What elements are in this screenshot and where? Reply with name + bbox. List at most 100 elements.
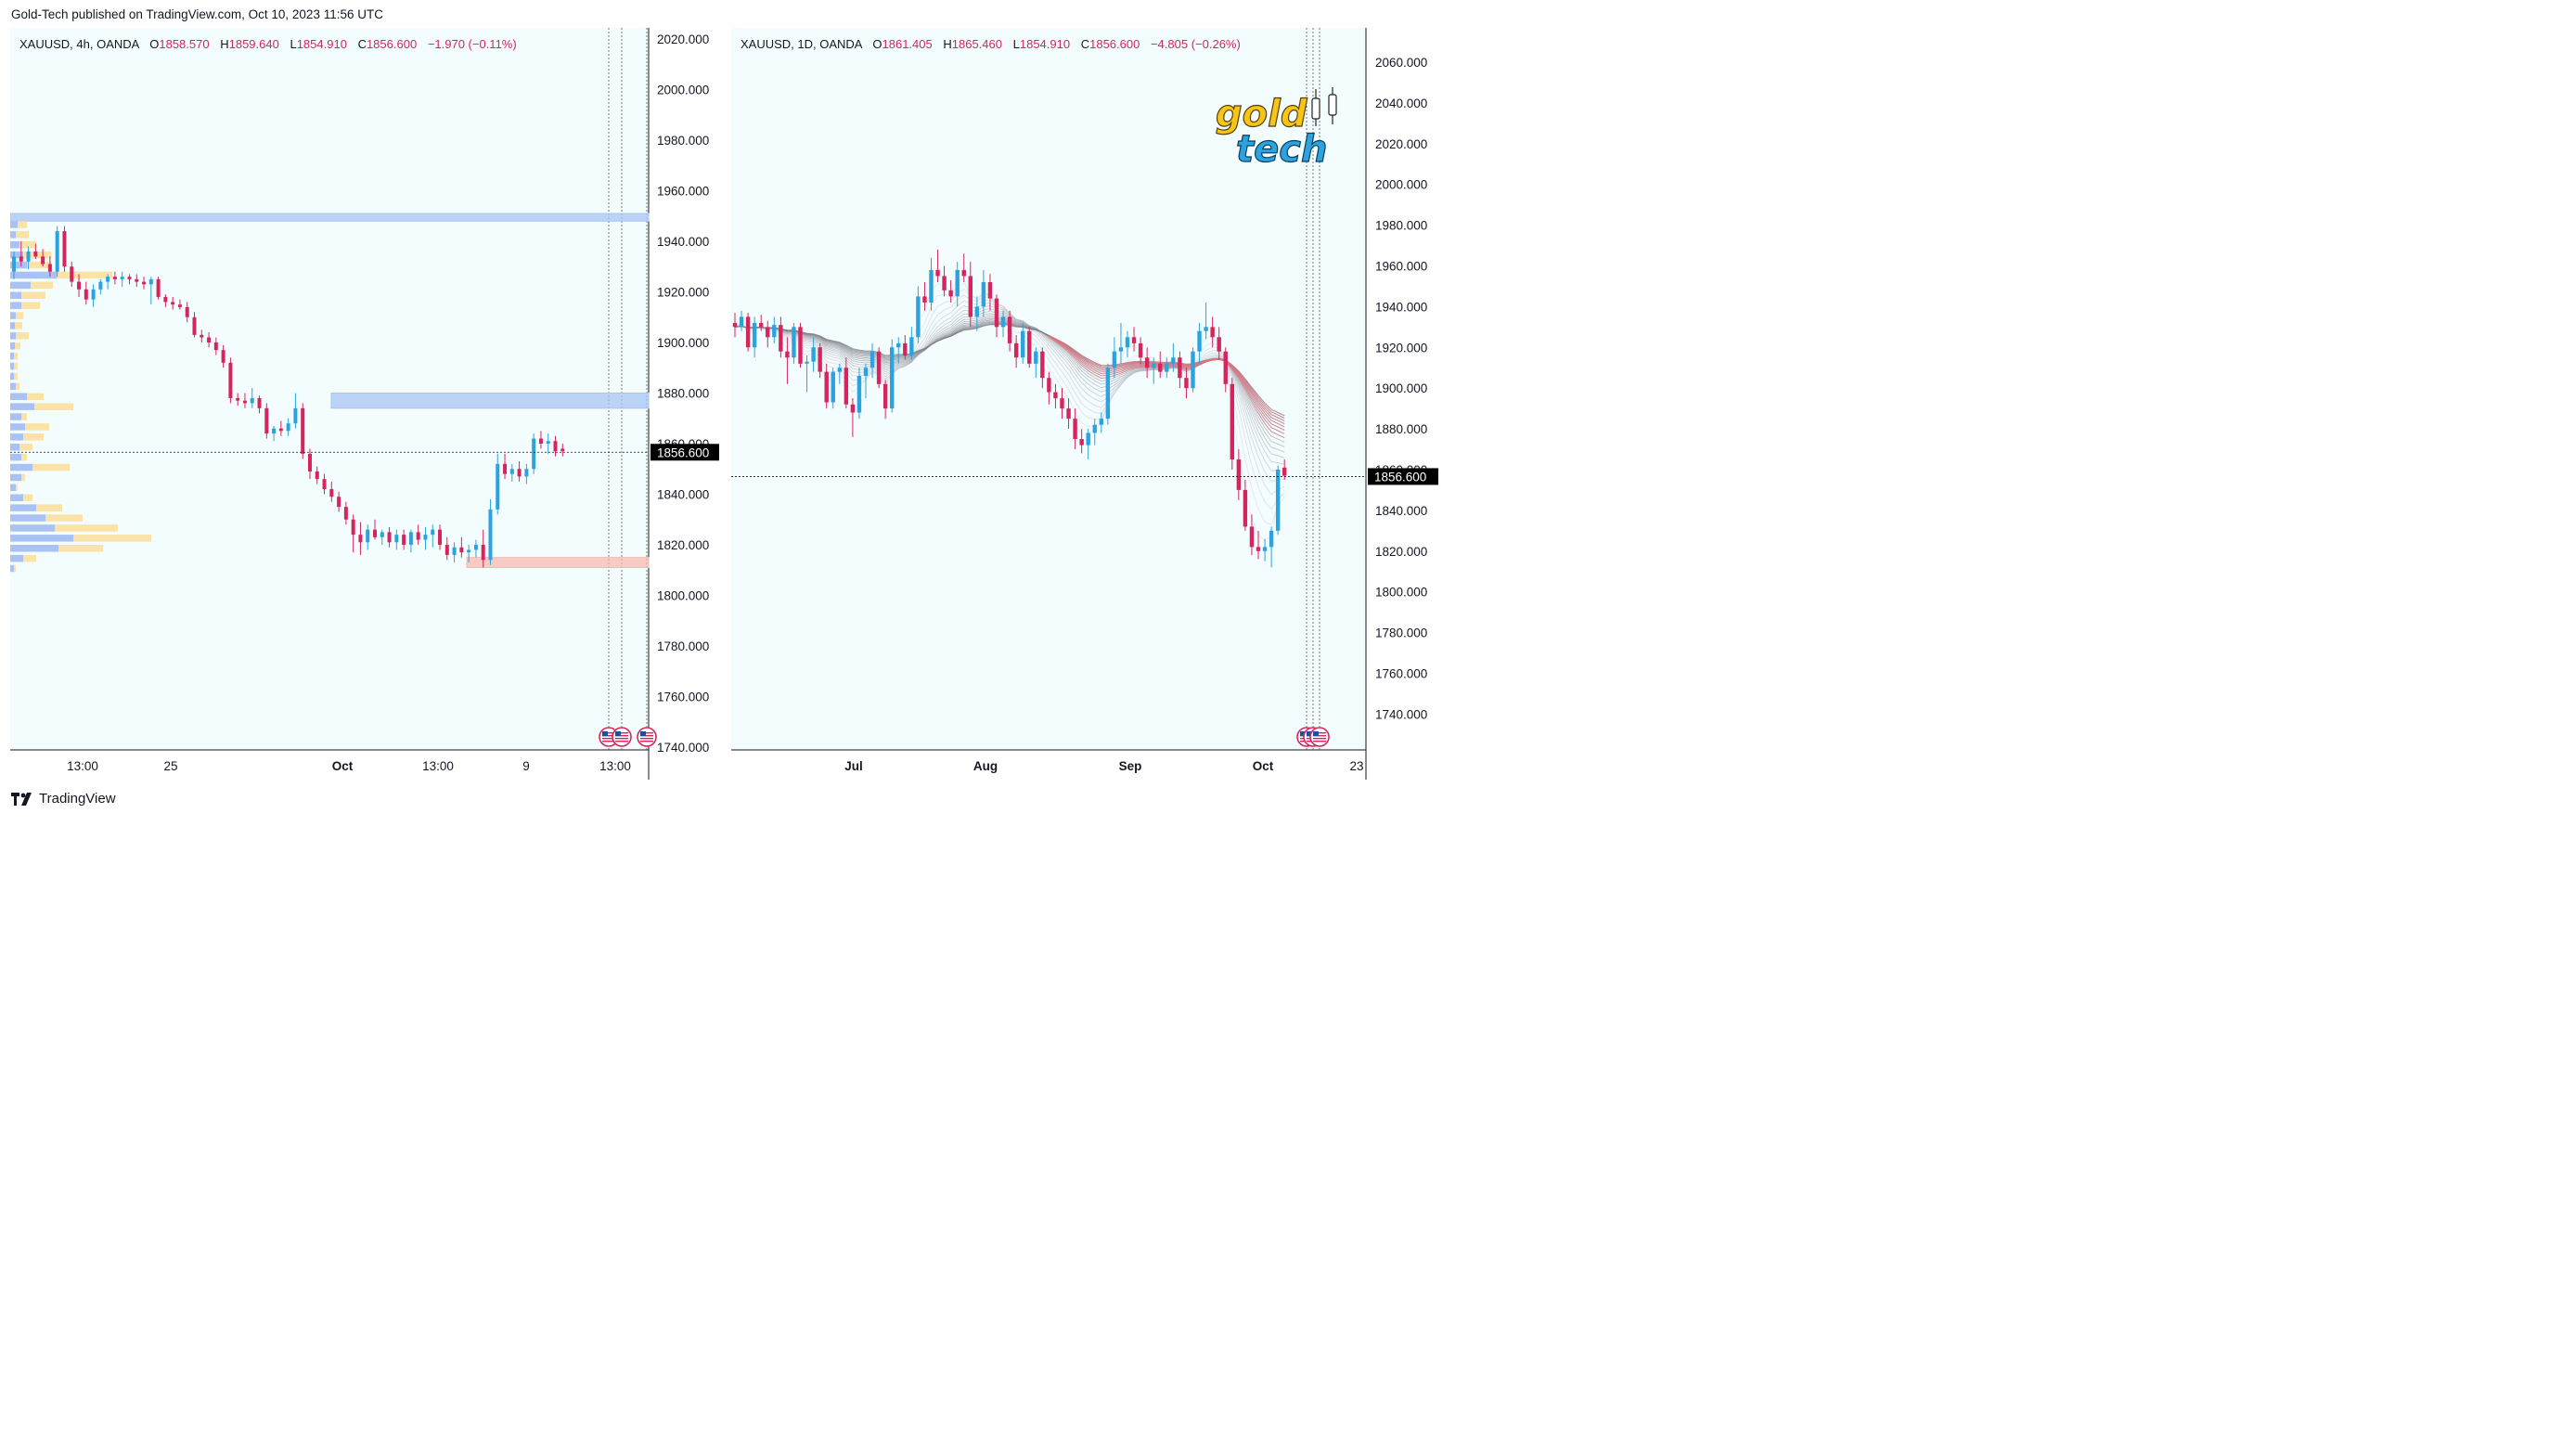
left-x-tick-label: 13:00 xyxy=(599,759,631,773)
right-y-tick-label: 1980.000 xyxy=(1375,219,1427,233)
left-candle-body xyxy=(337,497,341,508)
left-candle-body xyxy=(423,535,428,540)
right-candle-body xyxy=(785,351,790,358)
left-candle-body xyxy=(351,519,355,536)
left-plot-area xyxy=(10,28,649,750)
left-candle-body xyxy=(438,529,443,545)
left-volume-bar-yellow xyxy=(55,524,118,532)
left-candle-body xyxy=(329,489,334,497)
right-candle-body xyxy=(739,316,744,328)
us-flag-icon xyxy=(612,727,632,747)
left-volume-bar-blue xyxy=(10,433,23,441)
right-candle-body xyxy=(792,327,796,358)
right-candle-body xyxy=(831,371,835,403)
right-candle-body xyxy=(1118,347,1124,352)
right-candle-body xyxy=(1236,459,1242,490)
right-candle-body xyxy=(961,269,966,277)
left-candle-body xyxy=(278,428,283,432)
left-candle-body xyxy=(546,441,550,444)
right-candle-body xyxy=(837,368,842,372)
left-high-value: 1859.640 xyxy=(228,37,279,51)
right-last-price-badge xyxy=(1368,468,1438,485)
left-y-tick-label: 1760.000 xyxy=(657,691,709,704)
right-candle-body xyxy=(1131,337,1137,343)
right-candle-body xyxy=(1105,368,1111,420)
left-open-value: 1858.570 xyxy=(159,37,210,51)
left-volume-bar-blue xyxy=(10,463,32,471)
left-y-tick-label: 2020.000 xyxy=(657,32,709,46)
right-candle-body xyxy=(1171,357,1176,364)
left-y-tick-label: 1780.000 xyxy=(657,639,709,653)
right-candle-body xyxy=(1197,330,1202,352)
right-candle-body xyxy=(1021,330,1025,358)
left-candle-body xyxy=(55,231,59,272)
left-chart-canvas[interactable]: 2020.000 2000.000 1980.000 1960.000 1940.000… xyxy=(10,28,727,780)
right-y-tick-label: 1920.000 xyxy=(1375,341,1427,355)
left-y-tick-label: 1840.000 xyxy=(657,488,709,502)
left-volume-bar-blue xyxy=(10,545,58,552)
right-candle-body xyxy=(974,306,980,317)
right-candle-body xyxy=(994,298,999,328)
right-candle-body xyxy=(968,276,972,317)
right-chart-panel[interactable]: 2060.000 2040.000 2020.000 2000.000 1980.000… xyxy=(731,28,1444,780)
right-candle-body xyxy=(1275,469,1281,531)
left-candle-body xyxy=(41,256,45,265)
right-candle-body xyxy=(752,322,757,348)
right-candle-body xyxy=(1073,419,1077,440)
left-close-label: C xyxy=(357,37,367,51)
left-candle-body xyxy=(47,264,52,272)
right-candle-body xyxy=(987,282,993,299)
left-volume-bar-blue xyxy=(10,251,23,259)
left-volume-bar-blue xyxy=(10,393,27,400)
left-chart-legend: XAUUSD, 4h, OANDA O1858.570 H1859.640 L1… xyxy=(19,37,517,51)
left-volume-bar-blue xyxy=(10,302,21,309)
left-volume-bar-yellow xyxy=(14,352,18,360)
right-candle-body xyxy=(745,316,751,348)
left-volume-bar-yellow xyxy=(21,453,27,461)
us-flag-icon xyxy=(1309,727,1330,747)
left-candle-body xyxy=(366,529,370,543)
left-volume-bar-blue xyxy=(10,413,21,420)
left-high-label: H xyxy=(220,37,229,51)
left-candle-body xyxy=(91,289,96,300)
right-candle-body xyxy=(732,322,738,328)
right-open-value: 1861.405 xyxy=(882,37,933,51)
left-candle-body xyxy=(402,535,406,545)
gold-tech-logo: gold tech xyxy=(1215,87,1337,167)
right-candle-body xyxy=(1144,357,1150,368)
left-last-price-label: 1856.600 xyxy=(657,445,709,459)
left-chart-panel[interactable]: 2020.000 2000.000 1980.000 1960.000 1940.000… xyxy=(10,28,727,780)
right-candle-body xyxy=(890,347,895,409)
left-low-value: 1854.910 xyxy=(296,37,347,51)
right-y-tick-label: 1900.000 xyxy=(1375,381,1427,395)
left-candle-body xyxy=(343,507,348,520)
right-candle-body xyxy=(1013,342,1019,358)
left-candle-body xyxy=(200,334,204,338)
left-candle-body xyxy=(127,277,132,279)
right-y-tick-label: 2000.000 xyxy=(1375,178,1427,192)
right-change-value: −4.805 (−0.26%) xyxy=(1150,37,1241,51)
right-candle-body xyxy=(1152,363,1156,368)
right-y-tick-label: 2020.000 xyxy=(1375,137,1427,151)
left-candle-body xyxy=(228,362,233,398)
left-x-tick-label: 13:00 xyxy=(422,759,454,773)
right-x-tick-label: Aug xyxy=(973,759,998,773)
right-candle-body xyxy=(844,368,849,405)
left-y-tick-label: 1740.000 xyxy=(657,741,709,755)
right-candle-body xyxy=(1184,378,1189,389)
left-volume-bar-yellow xyxy=(18,221,27,228)
left-candle-body xyxy=(192,316,197,335)
left-volume-bar-blue xyxy=(10,535,73,542)
right-close-value: 1856.600 xyxy=(1089,37,1140,51)
right-chart-canvas[interactable]: 2060.000 2040.000 2020.000 2000.000 1980.000… xyxy=(731,28,1444,780)
left-volume-bar-yellow xyxy=(32,463,70,471)
tradingview-footer[interactable]: TradingView xyxy=(11,791,116,807)
left-volume-bar-yellow xyxy=(21,413,27,420)
right-candle-body xyxy=(1262,547,1268,551)
left-candle-body xyxy=(70,266,74,282)
left-y-tick-label: 1920.000 xyxy=(657,286,709,300)
left-x-tick-label: Oct xyxy=(332,759,354,773)
right-y-tick-label: 1940.000 xyxy=(1375,300,1427,314)
left-candle-body xyxy=(163,296,168,303)
left-open-label: O xyxy=(149,37,160,51)
